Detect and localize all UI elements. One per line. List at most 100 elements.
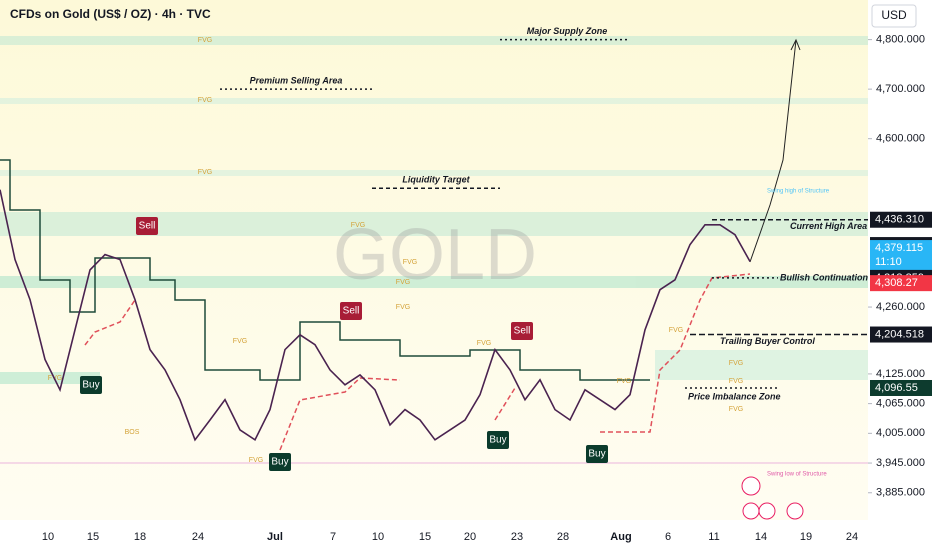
zone bbox=[0, 170, 868, 176]
x-tick-label: 24 bbox=[846, 531, 858, 543]
price-tag bbox=[870, 211, 932, 228]
price-line bbox=[0, 189, 751, 442]
zone-label: FVG bbox=[729, 406, 743, 413]
price-tag-label: 4,379.115 bbox=[875, 242, 923, 254]
signal-badge bbox=[136, 217, 158, 235]
y-tick-label: 4,065.000 bbox=[876, 398, 925, 410]
time-axis-background bbox=[0, 520, 868, 550]
signal-badge bbox=[487, 431, 509, 449]
zone-label: BOS bbox=[125, 429, 140, 436]
icon bbox=[758, 502, 776, 520]
zone bbox=[655, 350, 868, 380]
signal-label: Sell bbox=[343, 306, 360, 317]
zone-label: FVG bbox=[729, 360, 743, 367]
signal-badge bbox=[586, 445, 608, 463]
signal-badge bbox=[340, 302, 362, 320]
zone-label: FVG bbox=[669, 327, 683, 334]
x-tick-label: 7 bbox=[330, 531, 336, 543]
price-tag bbox=[870, 275, 932, 292]
zone-label: FVG bbox=[396, 304, 410, 311]
zone-label: FVG bbox=[249, 457, 263, 464]
currency-button[interactable] bbox=[871, 4, 917, 28]
y-tick-label: 4,800.000 bbox=[876, 34, 925, 46]
x-tick-label: 11 bbox=[708, 531, 719, 543]
x-tick-label: 20 bbox=[464, 531, 476, 543]
x-tick-label: 10 bbox=[42, 531, 54, 543]
swing-note: Swing low of Structure bbox=[767, 472, 827, 478]
price-tag bbox=[870, 240, 932, 271]
level-label: Price Imbalance Zone bbox=[688, 391, 781, 401]
y-tick-label: 3,945.000 bbox=[876, 457, 925, 469]
signal-badge bbox=[269, 453, 291, 471]
signal-badge bbox=[511, 322, 533, 340]
swing-note: Swing high of Structure bbox=[767, 189, 830, 195]
x-tick-label: 19 bbox=[800, 531, 812, 543]
x-tick-label: Aug bbox=[610, 531, 631, 543]
x-tick-label: Jul bbox=[267, 531, 283, 543]
fvg-zones bbox=[0, 36, 868, 464]
level-label: Premium Selling Area bbox=[250, 76, 343, 86]
zone-label: FVG bbox=[198, 97, 212, 104]
zone bbox=[0, 36, 868, 45]
level-label: Bullish Continuation Zone bbox=[780, 272, 892, 282]
y-tick-label: 4,700.000 bbox=[876, 83, 925, 95]
x-tick-label: 15 bbox=[419, 531, 431, 543]
price-tag-label: 4,204.518 bbox=[875, 328, 924, 340]
zone-label: FVG bbox=[233, 338, 247, 345]
price-tag-label: 4,096.55 bbox=[875, 382, 918, 394]
x-tick-label: 6 bbox=[665, 531, 671, 543]
y-tick-label: 4,260.000 bbox=[876, 301, 925, 313]
zone-label: FVG bbox=[198, 37, 212, 44]
zone bbox=[0, 372, 100, 384]
signal-label: Sell bbox=[139, 221, 156, 232]
x-tick-label: 14 bbox=[755, 531, 767, 543]
price-tag bbox=[870, 379, 932, 396]
zone bbox=[0, 276, 868, 288]
zone bbox=[0, 98, 868, 104]
level-label: Current High Area bbox=[790, 221, 867, 231]
zone-label: FVG bbox=[403, 259, 417, 266]
signal-label: Buy bbox=[82, 380, 99, 391]
zone-label: FVG bbox=[351, 222, 365, 229]
zone-label: FVG bbox=[396, 279, 410, 286]
x-tick-label: 15 bbox=[87, 531, 99, 543]
level-label: Trailing Buyer Control bbox=[720, 336, 815, 346]
zone-label: FVG bbox=[477, 340, 491, 347]
signal-label: Buy bbox=[271, 457, 288, 468]
signal-label: Buy bbox=[489, 435, 506, 446]
zone-label: FVG bbox=[198, 169, 212, 176]
price-tag bbox=[870, 326, 932, 343]
y-tick-label: 4,005.000 bbox=[876, 427, 925, 439]
level-label: Major Supply Zone bbox=[527, 26, 608, 36]
price-tag-label: 4,436.310 bbox=[875, 214, 924, 226]
plot-background bbox=[0, 0, 868, 520]
zone-label: FVG bbox=[729, 378, 743, 385]
icon bbox=[786, 502, 804, 520]
signal-label: Sell bbox=[514, 326, 531, 337]
x-tick-label: 18 bbox=[134, 531, 146, 543]
x-tick-label: 24 bbox=[192, 531, 204, 543]
price-tag-time: 11:10 bbox=[875, 256, 902, 268]
price-tag-label: 4,308.27 bbox=[875, 277, 918, 289]
trailing-stop bbox=[0, 159, 650, 381]
y-tick-label: 3,885.000 bbox=[876, 487, 925, 499]
x-tick-label: 28 bbox=[557, 531, 569, 543]
icon bbox=[741, 476, 761, 496]
symbol-title: CFDs on Gold (US$ / OZ) · 4h · TVC bbox=[10, 7, 211, 21]
currency: USD bbox=[881, 8, 907, 22]
icon bbox=[742, 502, 760, 520]
signal-badge bbox=[80, 376, 102, 394]
projection-arrow bbox=[749, 39, 797, 263]
zone-label: FVG bbox=[617, 378, 631, 385]
signal-label: Buy bbox=[588, 449, 605, 460]
event-icons bbox=[741, 476, 804, 520]
arrow-head bbox=[790, 38, 801, 51]
y-tick-label: 4,125.000 bbox=[876, 368, 925, 380]
x-tick-label: 23 bbox=[511, 531, 523, 543]
level-label: Liquidity Target bbox=[402, 175, 470, 185]
trailing-stop-dashed bbox=[84, 273, 751, 451]
x-tick-label: 10 bbox=[372, 531, 384, 543]
watermark: GOLD bbox=[333, 215, 537, 295]
y-tick-label: 4,600.000 bbox=[876, 133, 925, 145]
